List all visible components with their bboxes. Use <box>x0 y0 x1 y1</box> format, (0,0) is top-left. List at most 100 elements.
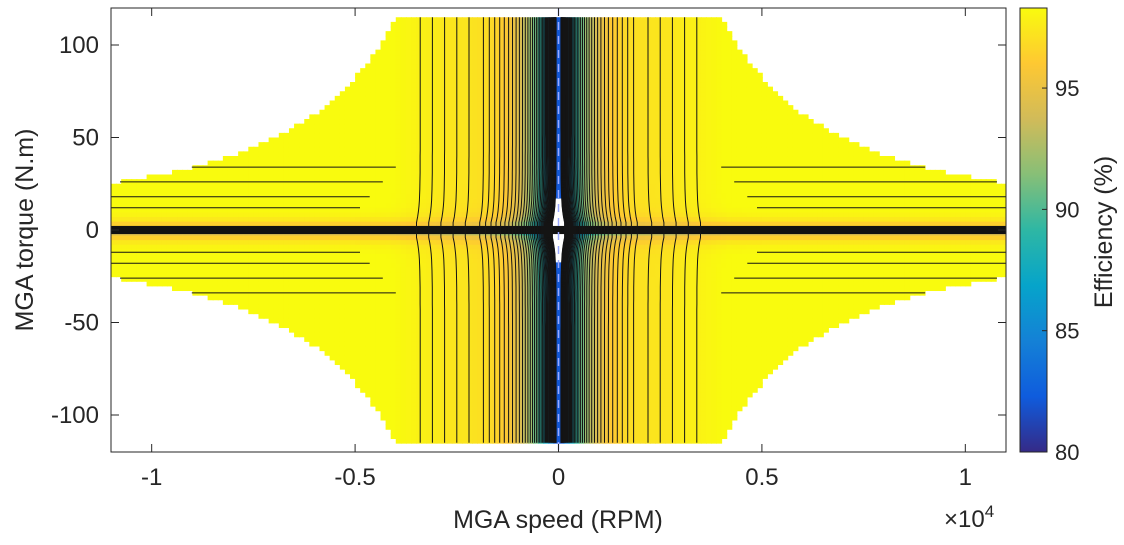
contour-cell <box>192 271 199 278</box>
contour-cell <box>411 271 418 278</box>
contour-cell <box>273 188 280 194</box>
contour-cell <box>248 174 255 181</box>
contour-cell <box>507 276 514 282</box>
contour-cell <box>446 82 453 88</box>
contour-cell <box>517 276 524 282</box>
contour-cell <box>350 82 356 88</box>
contour-cell <box>238 285 245 292</box>
contour-cell <box>248 280 255 287</box>
contour-cell <box>497 382 504 389</box>
contour-cell <box>324 294 331 301</box>
contour-cell <box>238 276 245 282</box>
contour-cell <box>416 368 423 375</box>
contour-cell <box>385 165 392 171</box>
contour-cell <box>405 169 412 176</box>
contour-cell <box>156 243 163 250</box>
contour-cell <box>253 197 260 204</box>
contour-cell <box>314 271 321 278</box>
contour-cell <box>273 169 280 176</box>
contour-cell <box>436 308 443 315</box>
contour-cell <box>207 257 214 264</box>
contour-cell <box>187 169 194 176</box>
contour-cell <box>451 128 458 134</box>
contour-cell <box>466 202 473 208</box>
contour-cell <box>472 285 479 292</box>
contour-cell <box>461 387 468 393</box>
contour-cell <box>238 248 245 255</box>
contour-cell <box>456 327 463 333</box>
contour-cell <box>288 322 295 329</box>
contour-cell <box>466 156 473 162</box>
contour-cell <box>522 317 529 324</box>
contour-cell <box>456 68 463 74</box>
contour-cell <box>324 322 331 329</box>
contour-cell <box>451 285 458 292</box>
contour-cell <box>487 77 494 83</box>
contour-cell <box>339 216 346 222</box>
contour-cell <box>151 267 158 273</box>
contour-cell <box>309 327 316 333</box>
contour-cell <box>466 373 473 379</box>
contour-cell <box>380 350 387 356</box>
contour-cell <box>400 290 407 296</box>
contour-cell <box>400 35 407 42</box>
contour-cell <box>329 313 336 319</box>
contour-cell <box>233 183 240 190</box>
contour-cell <box>451 220 458 227</box>
contour-cell <box>360 216 367 222</box>
contour-cell <box>446 183 453 190</box>
contour-cell <box>421 243 428 250</box>
contour-cell <box>456 211 463 218</box>
contour-cell <box>350 336 356 342</box>
contour-cell <box>477 193 484 199</box>
contour-cell <box>451 387 458 393</box>
contour-cell <box>263 280 270 287</box>
contour-cell <box>116 257 123 264</box>
contour-cell <box>355 331 362 338</box>
contour-cell <box>482 183 489 190</box>
contour-cell <box>156 234 163 241</box>
contour-cell <box>283 132 290 139</box>
contour-cell <box>288 294 295 301</box>
contour-cell <box>487 438 494 444</box>
contour-cell <box>507 68 514 74</box>
contour-cell <box>517 137 524 144</box>
contour-cell <box>451 105 458 111</box>
contour-cell <box>390 396 397 403</box>
contour-cell <box>400 197 407 204</box>
contour-cell <box>411 257 418 264</box>
contour-cell <box>314 285 321 292</box>
contour-cell <box>482 165 489 171</box>
contour-cell <box>207 202 214 208</box>
contour-cell <box>278 322 285 329</box>
contour-cell <box>456 72 463 79</box>
contour-cell <box>436 262 443 268</box>
contour-cell <box>390 419 397 426</box>
contour-cell <box>446 280 453 287</box>
contour-cell <box>477 391 484 398</box>
contour-cell <box>217 257 224 264</box>
contour-cell <box>233 262 240 268</box>
contour-cell <box>365 364 372 370</box>
contour-cell <box>492 54 499 60</box>
contour-cell <box>314 253 321 259</box>
contour-cell <box>400 405 407 412</box>
contour-cell <box>380 179 387 185</box>
contour-cell <box>416 378 423 384</box>
contour-cell <box>456 132 463 139</box>
contour-cell <box>238 165 245 171</box>
contour-cell <box>222 239 229 245</box>
contour-cell <box>319 304 326 310</box>
contour-cell <box>400 142 407 148</box>
contour-cell <box>426 63 433 70</box>
contour-cell <box>212 197 219 204</box>
contour-cell <box>355 294 362 301</box>
contour-cell <box>258 197 265 204</box>
contour-cell <box>365 280 372 287</box>
contour-cell <box>319 174 326 181</box>
contour-cell <box>172 174 179 181</box>
contour-cell <box>370 58 377 65</box>
contour-cell <box>482 401 489 407</box>
contour-cell <box>466 267 473 273</box>
contour-cell <box>375 91 382 97</box>
